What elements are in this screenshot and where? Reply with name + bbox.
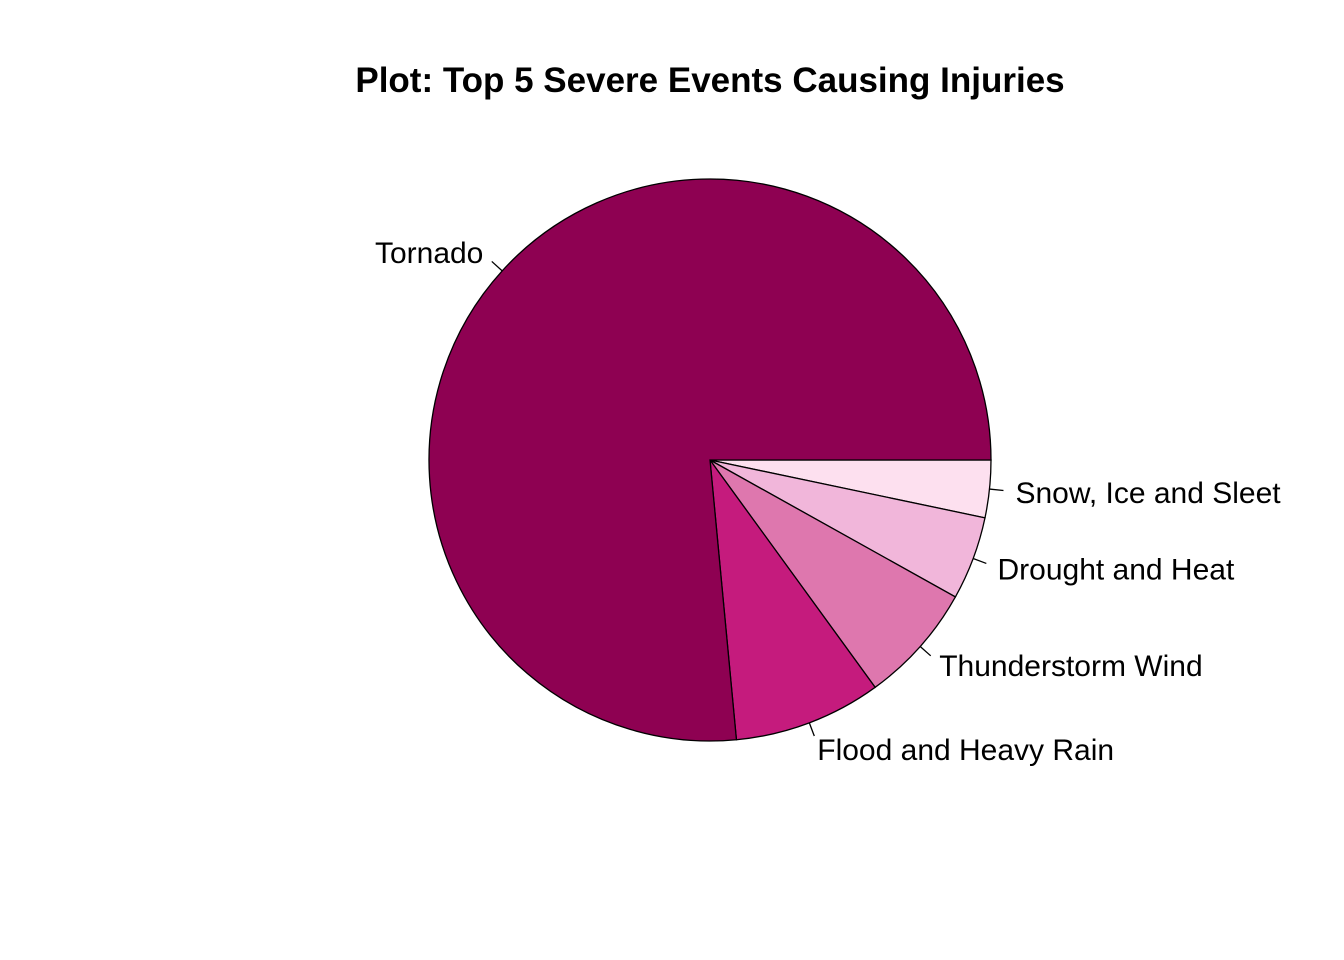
slice-label-flood-and-heavy-rain: Flood and Heavy Rain: [817, 734, 1114, 767]
leader-line-snow-ice-and-sleet: [989, 488, 1004, 492]
slice-label-thunderstorm-wind: Thunderstorm Wind: [939, 650, 1202, 683]
slice-label-drought-and-heat: Drought and Heat: [997, 553, 1234, 586]
pie-leader-lines: [491, 260, 1004, 737]
pie-labels: Snow, Ice and Sleet Drought and Heat Thund…: [375, 237, 1281, 767]
leader-line-tornado: [491, 260, 503, 272]
pie-slice-thunderstorm-wind: [709, 459, 957, 689]
pie-slice-flood-and-heavy-rain: [709, 457, 877, 741]
leader-line-thunderstorm-wind: [919, 646, 932, 657]
pie-slice-tornado: [428, 178, 992, 742]
slice-label-tornado: Tornado: [375, 237, 483, 270]
chart-title: Plot: Top 5 Severe Events Causing Injuri…: [355, 61, 1064, 100]
slice-label-snow-ice-and-sleet: Snow, Ice and Sleet: [1015, 477, 1281, 510]
leader-line-drought-and-heat: [972, 557, 987, 565]
pie-slices: [428, 178, 992, 742]
leader-line-flood-and-heavy-rain: [808, 722, 815, 737]
